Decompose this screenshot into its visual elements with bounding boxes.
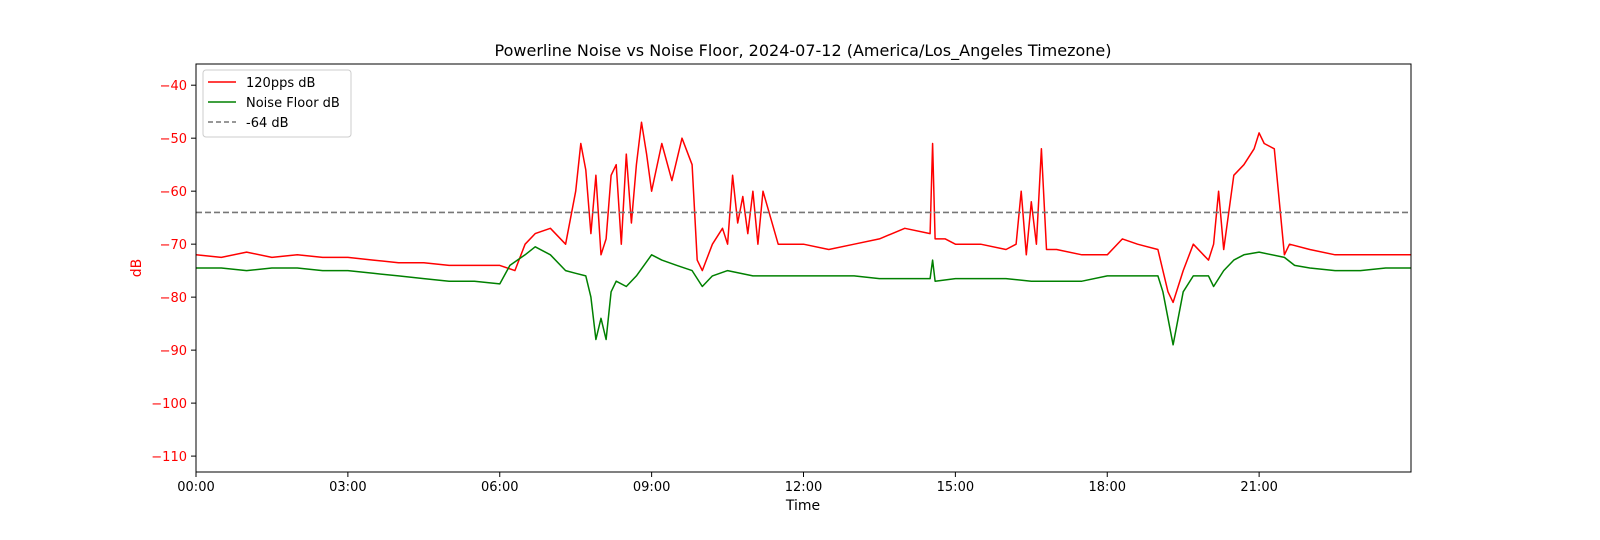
x-axis-label: Time bbox=[785, 498, 820, 514]
series-line-2 bbox=[196, 246, 1411, 346]
y-tick-label: −40 bbox=[160, 79, 187, 94]
legend-label: Noise Floor dB bbox=[246, 96, 340, 111]
y-tick-label: −110 bbox=[151, 450, 187, 465]
legend-label: 120pps dB bbox=[246, 76, 315, 91]
legend-label: -64 dB bbox=[246, 116, 289, 131]
plot-lines bbox=[195, 121, 1411, 346]
x-tick-label: 00:00 bbox=[177, 480, 214, 495]
x-tick-label: 06:00 bbox=[481, 480, 518, 495]
y-axis-label: dB bbox=[129, 259, 145, 278]
y-tick-label: −100 bbox=[151, 397, 187, 412]
x-axis-ticks: 00:00 03:00 06:00 09:00 12:00 15:00 18:00 21:00 bbox=[177, 472, 1278, 495]
legend-box bbox=[202, 69, 352, 138]
y-tick-label: −60 bbox=[160, 185, 187, 200]
y-tick-label: −90 bbox=[160, 344, 187, 359]
y-axis-ticks: −40 −50 −60 −70 −80 −90 −100 −110 bbox=[151, 79, 196, 465]
y-tick-label: −80 bbox=[160, 291, 187, 306]
y-tick-label: −50 bbox=[160, 132, 187, 147]
legend: 120pps dB Noise Floor dB -64 dB bbox=[202, 69, 352, 138]
plot-area-frame bbox=[195, 63, 1412, 473]
x-tick-label: 09:00 bbox=[633, 480, 670, 495]
x-tick-label: 18:00 bbox=[1089, 480, 1126, 495]
series-line-1 bbox=[195, 121, 1411, 304]
chart-title: Powerline Noise vs Noise Floor, 2024-07-… bbox=[495, 41, 1112, 61]
x-tick-label: 21:00 bbox=[1240, 480, 1277, 495]
x-tick-label: 03:00 bbox=[329, 480, 366, 495]
y-tick-label: −70 bbox=[160, 238, 187, 253]
x-tick-label: 12:00 bbox=[785, 480, 822, 495]
x-tick-label: 15:00 bbox=[937, 480, 974, 495]
